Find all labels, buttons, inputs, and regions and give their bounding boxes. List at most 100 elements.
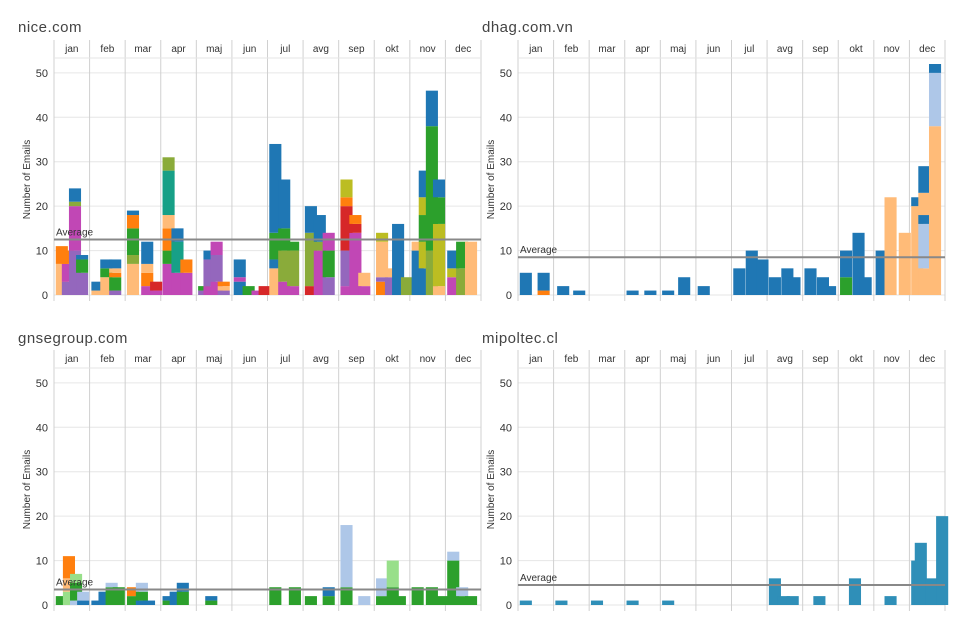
bar-segment-blue (928, 64, 942, 73)
bar-segment-olive (400, 277, 414, 295)
month-label-jun: jun (242, 44, 256, 55)
month-label-okt: okt (849, 354, 863, 365)
bar-segment-lightorange (384, 268, 398, 278)
month-label-jul: jul (279, 354, 290, 365)
average-label: Average (520, 573, 558, 584)
bar-segment-blue (77, 600, 90, 605)
bar-segment-lightblue (376, 578, 389, 597)
bar-segment-purple (210, 255, 223, 282)
bar-segment-blue (644, 290, 657, 295)
bar-segment-purple (322, 277, 335, 295)
y-tick-label: 50 (500, 378, 512, 390)
month-label-sep: sep (812, 44, 829, 55)
month-label-jan: jan (64, 354, 78, 365)
y-tick-label: 40 (500, 112, 512, 124)
bar-segment-lightorange (411, 241, 424, 251)
bar-segment-blue (733, 268, 746, 295)
bar-segment-lightorange (141, 263, 154, 273)
bar-segment-lightorange (928, 126, 942, 295)
bar-segment-lightblue (456, 587, 469, 597)
y-tick-label: 10 (500, 246, 512, 258)
panel-title-dhag: dhag.com.vn (482, 19, 573, 36)
bar-segment-cyan (777, 596, 790, 605)
bar-segment-blue (626, 290, 639, 295)
bar-segment-green (135, 591, 148, 601)
bar-segment-blue (269, 259, 282, 269)
month-label-maj: maj (206, 354, 222, 365)
bar-segment-blue (840, 250, 853, 278)
y-axis-title: Number of Emails (486, 450, 497, 529)
y-axis-title: Number of Emails (22, 450, 33, 529)
bar-segment-green (840, 277, 853, 295)
bar-segment-green (162, 600, 175, 605)
bar-segment-blue (678, 277, 691, 295)
y-tick-label: 0 (506, 290, 512, 302)
bar-segment-blue (573, 290, 586, 295)
month-label-sep: sep (812, 354, 829, 365)
month-label-jul: jul (743, 44, 754, 55)
bar-segment-red (150, 281, 163, 291)
bar-segment-cyan (936, 516, 949, 605)
bar-segment-green (269, 587, 282, 605)
month-label-jun: jun (706, 354, 720, 365)
bar-segment-olive (126, 255, 140, 264)
bar-segment-cyan (626, 600, 639, 605)
bar-segment-green (76, 259, 89, 273)
bar-segment-magenta (203, 286, 216, 295)
bar-segment-magenta (251, 290, 264, 295)
average-label: Average (520, 245, 558, 256)
bar-segment-blue (537, 272, 550, 291)
bar-segment-red (258, 286, 271, 295)
bar-segment-blue (425, 90, 438, 127)
bar-segment-blue (91, 281, 104, 291)
bar-segment-olive (313, 241, 326, 251)
month-label-nov: nov (884, 44, 900, 55)
month-label-okt: okt (385, 44, 399, 55)
bar-segment-lightblue (358, 596, 371, 605)
bar-segment-magenta (340, 286, 353, 295)
month-label-mar: mar (134, 354, 152, 365)
y-tick-label: 50 (36, 378, 48, 390)
bar-segment-cyan (519, 600, 532, 605)
y-tick-label: 40 (500, 422, 512, 434)
month-label-avg: avg (313, 44, 329, 55)
month-label-maj: maj (670, 354, 686, 365)
month-label-jul: jul (743, 354, 754, 365)
average-label: Average (56, 577, 94, 588)
bar-segment-green (287, 241, 300, 251)
y-tick-label: 40 (36, 112, 48, 124)
bar-segment-green (242, 286, 255, 295)
chart-panel-0: 0 10 20 30 40 50 jan feb mar apr maj jun jul avg sep ok… (22, 40, 482, 302)
bar-segment-green (176, 591, 189, 605)
month-label-sep: sep (348, 354, 365, 365)
y-tick-label: 50 (500, 68, 512, 80)
month-label-apr: apr (635, 44, 650, 55)
bar-segment-lightorange (126, 263, 140, 295)
bar-segment-blue (100, 259, 113, 269)
bar-segment-blue (697, 286, 710, 295)
bar-segment-lightgreen (70, 573, 83, 583)
bar-segment-yellowgreen (447, 268, 460, 278)
bar-segment-green (322, 250, 335, 278)
y-tick-label: 20 (500, 201, 512, 213)
bar-segment-orange (340, 197, 353, 207)
bar-segment-blue (203, 250, 216, 260)
bar-segment-blue (432, 179, 446, 198)
bar-segment-lightorange (898, 232, 911, 295)
bar-segment-green (109, 277, 122, 291)
bar-segment-blue (162, 596, 175, 601)
month-label-jun: jun (706, 44, 720, 55)
bar-segment-red (304, 286, 317, 295)
bar-segment-lightblue (77, 591, 90, 601)
bar-segment-green (432, 197, 446, 224)
bar-segment-green (464, 596, 478, 605)
month-label-avg: avg (313, 354, 329, 365)
chart-panel-1: 0 10 20 30 40 50 jan feb mar apr maj jun jul avg sep ok… (486, 40, 946, 302)
bar-segment-blue (141, 241, 154, 264)
bar-segment-lightorange (91, 290, 104, 295)
bar-segment-blue (205, 596, 218, 601)
month-label-okt: okt (385, 354, 399, 365)
bar-segment-cyan (662, 600, 675, 605)
bar-segment-orange (180, 259, 193, 273)
bar-segment-olive (162, 157, 175, 171)
